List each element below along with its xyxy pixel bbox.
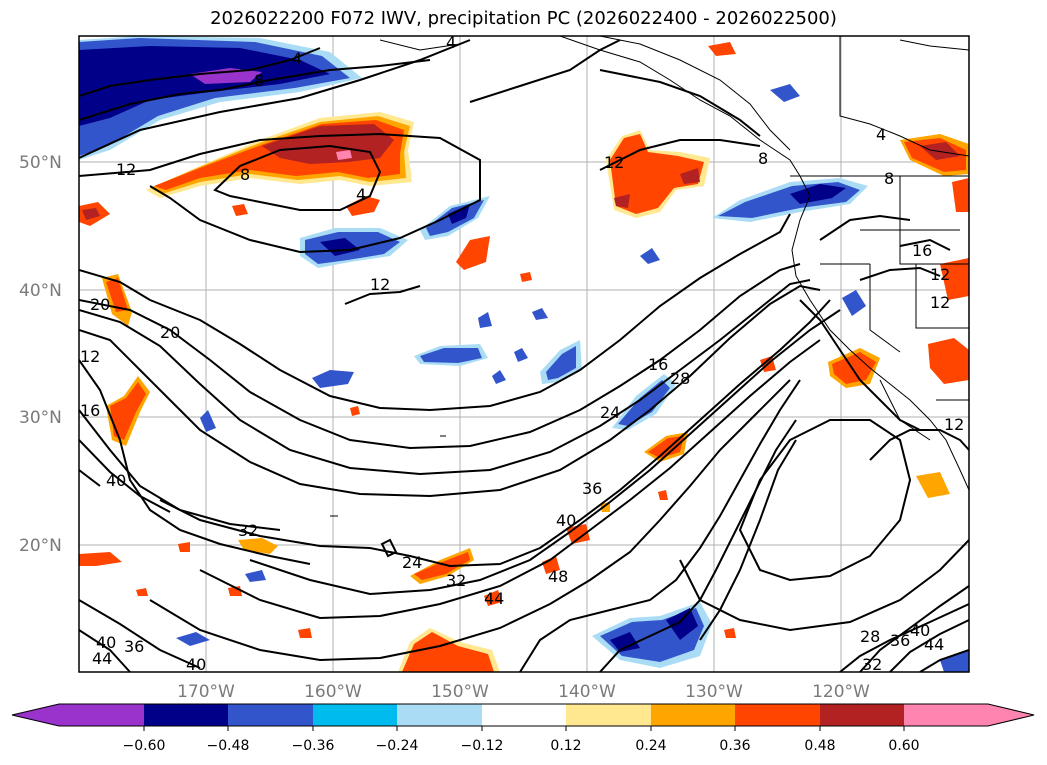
colorbar-extend-low: [12, 704, 59, 726]
colorbar-segment: [313, 704, 397, 726]
contour-label: 8: [240, 165, 250, 184]
contour-label: 16: [80, 401, 100, 420]
lon-label: 120°W: [812, 682, 870, 702]
contour-label: 12: [116, 160, 136, 179]
contour-label: 44: [924, 635, 944, 654]
colorbar-label: −0.48: [207, 738, 250, 754]
contour-label: 12: [370, 275, 390, 294]
contour-label: 40: [186, 655, 206, 674]
colorbar-segment: [566, 704, 651, 726]
contour-label: 32: [238, 521, 258, 540]
lon-label: 130°W: [685, 682, 743, 702]
iwv-contours: [79, 39, 969, 672]
contour-label: 20: [160, 323, 180, 342]
contour-label: 12: [930, 293, 950, 312]
contour-label: 32: [862, 655, 882, 674]
contour-label: 4: [876, 125, 886, 144]
contour-label: 48: [548, 567, 568, 586]
contour-label: 12: [930, 265, 950, 284]
longitude-labels: 170°W 160°W 150°W 140°W 130°W 120°W: [177, 682, 870, 702]
colorbar-label: −0.36: [292, 738, 335, 754]
lat-label: 30°N: [19, 408, 62, 428]
contour-label: 40: [96, 633, 116, 652]
contour-label: 8: [884, 169, 894, 188]
colorbar-segment: [904, 704, 988, 726]
contour-label: 44: [92, 649, 112, 668]
contour-label: 36: [124, 637, 144, 656]
colorbar-segment: [228, 704, 313, 726]
contour-label: 8: [758, 149, 768, 168]
contour-label: 24: [402, 553, 422, 572]
contour-label: 32: [446, 571, 466, 590]
contour-label: 16: [912, 241, 932, 260]
contour-label: 36: [582, 479, 602, 498]
colorbar-label: 0.36: [719, 738, 750, 754]
contour-label: 20: [90, 295, 110, 314]
contour-label: 24: [600, 403, 620, 422]
coastlines: [330, 36, 969, 558]
lon-label: 170°W: [177, 682, 235, 702]
contour-label: 28: [860, 627, 880, 646]
colorbar-extend-high: [988, 704, 1034, 726]
lon-label: 140°W: [558, 682, 616, 702]
contour-labels: 4 8 12 12 4 8 12 12 20 12 16 20 40 32 24…: [80, 33, 964, 674]
colorbar-label: −0.60: [123, 738, 166, 754]
contour-label: 28: [670, 369, 690, 388]
colorbar-label: 0.12: [550, 738, 581, 754]
lat-label: 20°N: [19, 536, 62, 556]
lat-label: 40°N: [19, 281, 62, 301]
contour-label: 4: [292, 49, 302, 68]
contour-label: 8: [254, 71, 264, 90]
contour-label: 40: [556, 511, 576, 530]
contour-label: 16: [648, 355, 668, 374]
colorbar-label: 0.24: [635, 738, 666, 754]
lon-label: 160°W: [304, 682, 362, 702]
contour-label: 40: [106, 471, 126, 490]
contour-label: 4: [356, 185, 366, 204]
lat-label: 50°N: [19, 153, 62, 173]
colorbar-segment: [820, 704, 904, 726]
map-frame: [78, 35, 970, 673]
contour-label: 36: [890, 631, 910, 650]
colorbar-label: 0.60: [888, 738, 919, 754]
colorbar-segment: [482, 704, 566, 726]
latitude-labels: 50°N 40°N 30°N 20°N: [19, 153, 62, 556]
map-title: 2026022200 F072 IWV, precipitation PC (2…: [210, 8, 837, 29]
colorbar-segment: [144, 704, 228, 726]
contour-label: 40: [910, 621, 930, 640]
map-area: 4 8 12 12 4 8 12 12 20 12 16 20 40 32 24…: [79, 33, 969, 674]
contour-label: 44: [484, 589, 504, 608]
colorbar-outline: [11, 703, 1035, 727]
contour-label: 12: [944, 415, 964, 434]
positive-anomaly-areas: [79, 42, 969, 672]
colorbar: −0.60 −0.48 −0.36 −0.24 −0.12 0.12 0.24 …: [11, 703, 1035, 754]
colorbar-label: 0.48: [804, 738, 835, 754]
colorbar-segment: [735, 704, 820, 726]
contour-label: 12: [80, 347, 100, 366]
colorbar-segment: [397, 704, 482, 726]
contour-label: 4: [446, 33, 456, 52]
colorbar-label: −0.12: [461, 738, 504, 754]
colorbar-ticks: [143, 726, 905, 731]
colorbar-label: −0.24: [376, 738, 419, 754]
colorbar-segment: [651, 704, 735, 726]
colorbar-segment: [59, 704, 144, 726]
lon-label: 150°W: [431, 682, 489, 702]
contour-label: 12: [604, 153, 624, 172]
